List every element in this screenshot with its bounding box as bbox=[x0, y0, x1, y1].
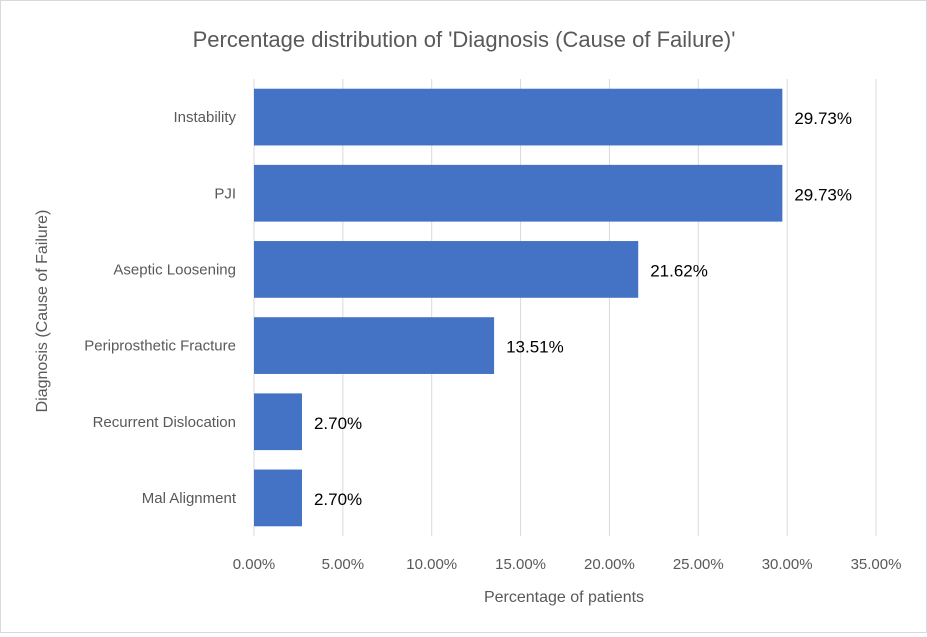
data-label: 29.73% bbox=[794, 109, 852, 128]
bar bbox=[254, 393, 302, 451]
data-label: 2.70% bbox=[314, 414, 362, 433]
x-axis-title: Percentage of patients bbox=[484, 589, 644, 606]
bar bbox=[254, 164, 783, 222]
x-tick-label: 10.00% bbox=[406, 556, 457, 573]
x-tick-label: 25.00% bbox=[673, 556, 724, 573]
bar bbox=[254, 317, 495, 374]
category-label: Recurrent Dislocation bbox=[93, 414, 236, 431]
bar bbox=[254, 88, 783, 146]
y-axis-title: Diagnosis (Cause of Failure) bbox=[34, 210, 51, 413]
data-label: 29.73% bbox=[794, 185, 852, 204]
x-tick-label: 15.00% bbox=[495, 556, 546, 573]
data-label: 13.51% bbox=[506, 338, 564, 357]
x-tick-label: 0.00% bbox=[233, 556, 276, 573]
category-label: Aseptic Loosening bbox=[113, 261, 236, 278]
chart-title: Percentage distribution of 'Diagnosis (C… bbox=[193, 27, 736, 52]
x-tick-label: 30.00% bbox=[762, 556, 813, 573]
x-tick-label: 20.00% bbox=[584, 556, 635, 573]
x-tick-label: 35.00% bbox=[851, 556, 902, 573]
x-tick-label: 5.00% bbox=[322, 556, 365, 573]
data-label: 2.70% bbox=[314, 490, 362, 509]
data-label: 21.62% bbox=[650, 261, 708, 280]
bar bbox=[254, 241, 639, 298]
bar bbox=[254, 469, 302, 527]
category-label: Instability bbox=[173, 109, 236, 126]
category-label: Periprosthetic Fracture bbox=[84, 338, 236, 355]
category-label: PJI bbox=[214, 185, 236, 202]
category-label: Mal Alignment bbox=[142, 490, 237, 507]
